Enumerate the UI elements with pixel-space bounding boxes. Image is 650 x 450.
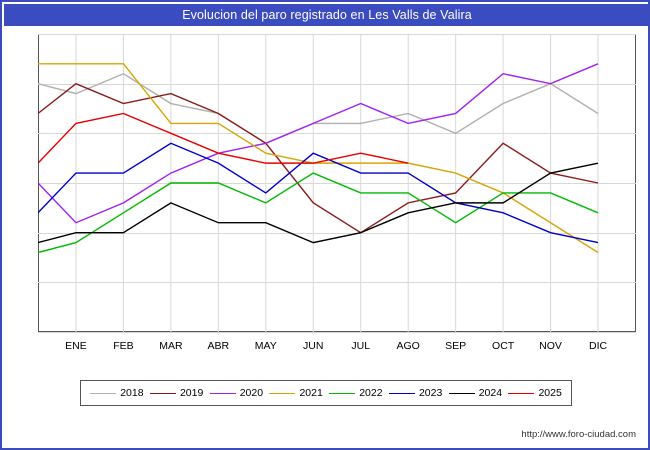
x-axis-label: SEP — [445, 340, 467, 352]
gridline-y — [38, 83, 636, 85]
x-axis-label: JUN — [303, 340, 324, 352]
series-line-2023 — [38, 142, 599, 244]
x-axis-label: ENE — [65, 340, 87, 352]
legend-item-2023[interactable]: 2023 — [388, 387, 443, 399]
legend-item-2025[interactable]: 2025 — [508, 387, 562, 399]
series-line-2025 — [38, 112, 409, 164]
series-line-2022 — [38, 172, 599, 254]
legend-label: 2024 — [478, 387, 503, 399]
gridline-y — [38, 34, 636, 35]
gridline-y — [38, 133, 636, 135]
legend-item-2024[interactable]: 2024 — [448, 387, 503, 399]
line-chart-svg — [38, 34, 599, 332]
x-axis-label: FEB — [113, 340, 134, 352]
x-axis-label: MAR — [159, 340, 183, 352]
legend-swatch-2022 — [329, 392, 356, 394]
x-axis-label: AGO — [396, 340, 420, 352]
legend-swatch-2025 — [508, 392, 535, 394]
window-title-bar: Evolucion del paro registrado en Les Val… — [4, 4, 650, 26]
x-axis-label: OCT — [492, 340, 515, 352]
legend-item-2021[interactable]: 2021 — [269, 387, 323, 399]
legend-swatch-2018 — [90, 392, 117, 394]
legend-swatch-2024 — [448, 392, 475, 394]
x-axis-label: MAY — [254, 340, 277, 352]
series-line-2020 — [38, 63, 599, 224]
gridline-y — [38, 232, 636, 234]
x-axis-label: ABR — [207, 340, 230, 352]
page-title: Evolucion del paro registrado en Les Val… — [182, 8, 472, 22]
legend-label: 2025 — [538, 387, 562, 399]
plot-wrapper: 051015202530 ENEFEBMARABRMAYJUNJULAGOSEP… — [38, 34, 636, 352]
legend-swatch-2021 — [269, 392, 296, 394]
legend-label: 2020 — [239, 387, 264, 399]
legend-swatch-2019 — [149, 392, 176, 394]
legend-swatch-2020 — [209, 392, 236, 394]
legend-label: 2023 — [418, 387, 443, 399]
legend-label: 2018 — [120, 387, 144, 399]
series-line-2024 — [38, 162, 599, 244]
x-axis-label: NOV — [539, 340, 562, 352]
legend-item-2019[interactable]: 2019 — [149, 387, 204, 399]
gridline-y — [38, 332, 636, 333]
series-line-2021 — [38, 63, 599, 254]
x-axis-label: JUL — [351, 340, 371, 352]
chart-legend: 2018 2019 2020 2021 2022 2023 2024 2025 — [80, 380, 572, 406]
legend-swatch-2023 — [388, 392, 415, 394]
watermark: http://www.foro-ciudad.com — [521, 429, 636, 440]
series-line-2019 — [38, 82, 599, 234]
legend-label: 2022 — [359, 387, 383, 399]
legend-label: 2019 — [179, 387, 204, 399]
series-line-2018 — [38, 72, 599, 145]
gridline-y — [38, 282, 636, 284]
legend-item-2020[interactable]: 2020 — [209, 387, 264, 399]
legend-item-2018[interactable]: 2018 — [90, 387, 144, 399]
x-axis-label: DIC — [588, 340, 608, 352]
legend-label: 2021 — [299, 387, 323, 399]
legend-item-2022[interactable]: 2022 — [329, 387, 383, 399]
